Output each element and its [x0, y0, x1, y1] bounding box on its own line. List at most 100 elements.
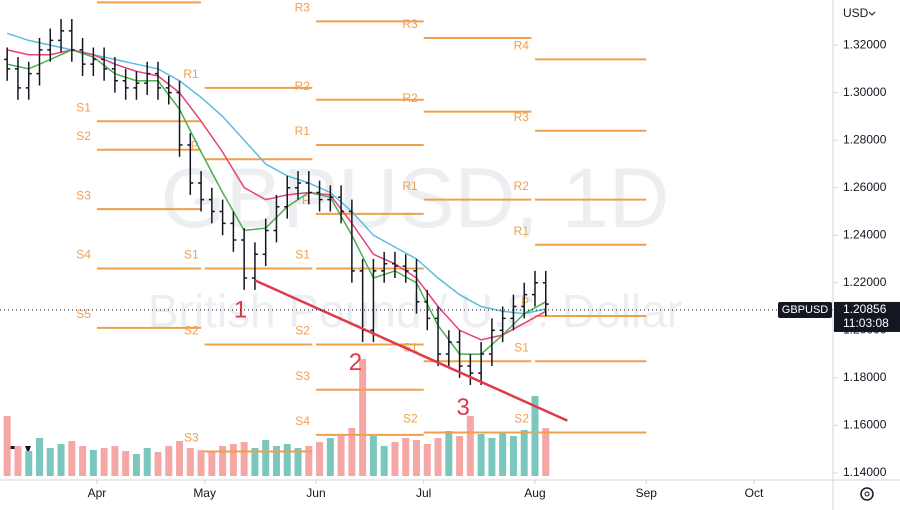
- y-tick-label: 1.18000: [843, 370, 887, 384]
- ohlc-bar: [68, 19, 75, 62]
- volume-bar: [509, 436, 517, 476]
- volume-bar: [348, 428, 356, 476]
- volume-bar: [132, 454, 140, 476]
- x-tick-label: Jun: [306, 486, 325, 500]
- volume-bar: [283, 444, 291, 476]
- currency-label[interactable]: USD: [843, 6, 869, 20]
- volume-bar: [89, 450, 97, 476]
- volume-bar: [466, 416, 474, 476]
- volume-bar: [176, 441, 184, 476]
- ohlc-bar: [305, 171, 312, 205]
- ohlc-bar: [79, 38, 86, 77]
- volume-bar: [100, 448, 108, 476]
- pivot-label: P: [191, 138, 199, 152]
- y-tick-label: 1.16000: [843, 418, 887, 432]
- volume-bar: [423, 444, 431, 476]
- volume-bar: [14, 446, 22, 476]
- pivot-label: S4: [295, 414, 310, 428]
- volume-bar: [391, 442, 399, 476]
- ohlc-bar: [467, 354, 474, 385]
- y-tick-label: 1.26000: [843, 180, 887, 194]
- watermark: GBPUSD, 1D British Pound / U.S. Dollar: [148, 151, 682, 337]
- pivot-label: R2: [402, 91, 418, 105]
- ohlc-bar: [262, 218, 269, 267]
- volume-bar: [25, 451, 33, 476]
- pivot-label: S3: [76, 188, 91, 202]
- ohlc-bar: [273, 194, 280, 243]
- ohlc-bar: [208, 187, 215, 224]
- volume-bar: [165, 446, 173, 476]
- x-tick-label: May: [193, 486, 216, 500]
- ohlc-bar: [14, 57, 21, 100]
- pivot-label: P: [521, 295, 529, 309]
- ohlc-bar: [219, 199, 226, 236]
- volume-bar: [305, 446, 313, 476]
- volume-bar: [445, 431, 453, 476]
- volume-bar: [434, 438, 442, 476]
- volume-bar: [294, 448, 302, 476]
- volume-bar: [240, 442, 248, 476]
- pivot-label: R2: [514, 179, 530, 193]
- pivot-label: R1: [402, 179, 418, 193]
- ohlc-bar: [154, 61, 161, 100]
- volume-bar: [488, 438, 496, 476]
- ohlc-bar: [198, 171, 205, 212]
- x-tick-label: Apr: [88, 486, 107, 500]
- ohlc-bar: [478, 342, 485, 385]
- ohlc-bar: [402, 254, 409, 283]
- trendline: [254, 279, 568, 422]
- ohlc-bar: [413, 259, 420, 314]
- ohlc-bar: [295, 171, 302, 200]
- y-tick-label: 1.22000: [843, 275, 887, 289]
- volume-bar: [186, 448, 194, 476]
- y-tick-label: 1.28000: [843, 132, 887, 146]
- pivot-label: R4: [514, 39, 530, 53]
- volume-bar: [262, 440, 270, 476]
- volume-bar: [122, 451, 130, 476]
- watermark-title: GBPUSD, 1D: [161, 151, 670, 245]
- pivot-label: S1: [184, 248, 199, 262]
- volume-bar: [531, 396, 539, 476]
- countdown: 11:03:08: [843, 316, 889, 330]
- price-tag: 1.20856: [843, 302, 887, 316]
- ohlc-bar: [122, 68, 129, 100]
- volume-bar: [197, 450, 205, 476]
- ohlc-bar: [488, 318, 495, 366]
- volume-bar: [272, 446, 280, 476]
- pivot-label: S2: [184, 324, 199, 338]
- volume-bar: [499, 432, 507, 476]
- ohlc-bar: [327, 185, 334, 212]
- wave-label: 2: [349, 349, 362, 376]
- x-tick-label: Sep: [636, 486, 658, 500]
- ohlc-bar: [381, 251, 388, 283]
- ohlc-bar: [25, 61, 32, 100]
- settings-icon[interactable]: [860, 487, 874, 501]
- pivot-label: S2: [295, 324, 310, 338]
- volume-bar: [3, 416, 11, 476]
- ohlc-bar: [241, 228, 248, 290]
- volume-bar: [219, 446, 227, 476]
- symbol-tag-bg: [778, 301, 832, 318]
- pivot-label: S3: [184, 431, 199, 445]
- volume-bar: [251, 448, 259, 476]
- volume-bar: [316, 442, 324, 476]
- pivot-label: S2: [514, 412, 529, 426]
- volume-bar: [520, 430, 528, 476]
- ohlc-bar: [316, 180, 323, 212]
- volume-bar: [79, 446, 87, 476]
- ohlc-bar: [4, 47, 11, 81]
- x-tick-label: Jul: [416, 486, 431, 500]
- y-tick-label: 1.32000: [843, 37, 887, 51]
- pivot-label: R2: [295, 79, 311, 93]
- ohlc-bar: [90, 47, 97, 77]
- pivot-label: R3: [402, 17, 418, 31]
- volume-bar: [542, 428, 550, 476]
- ohlc-bar: [165, 76, 172, 105]
- volume-bar: [154, 452, 162, 476]
- pivot-label: S1: [514, 340, 529, 354]
- ohlc-bar: [251, 242, 258, 290]
- ohlc-bar: [521, 282, 528, 319]
- symbol-tag: GBPUSD: [782, 304, 829, 316]
- volume-bar: [57, 444, 65, 476]
